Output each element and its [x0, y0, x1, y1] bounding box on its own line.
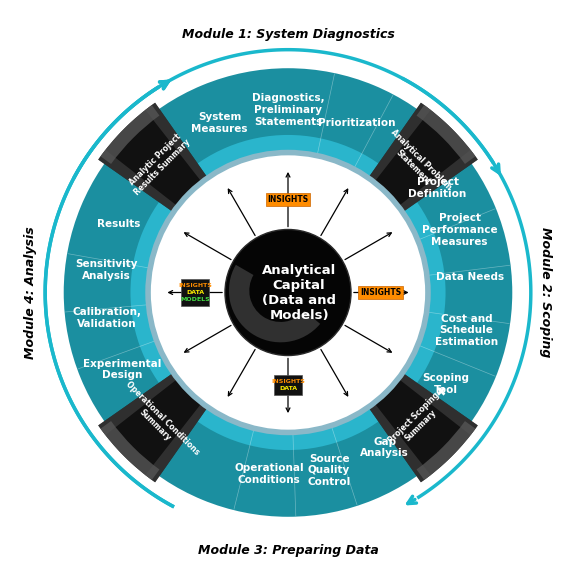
Text: Project
Performance
Measures: Project Performance Measures [422, 214, 498, 247]
Text: System
Measures: System Measures [191, 112, 248, 134]
Text: Diagnostics,
Preliminary
Statements: Diagnostics, Preliminary Statements [252, 94, 324, 126]
Text: ✖: ✖ [436, 386, 446, 398]
Text: Prioritization: Prioritization [317, 118, 395, 128]
Text: Module 3: Preparing Data: Module 3: Preparing Data [198, 543, 378, 557]
Text: Scoping
Tool: Scoping Tool [423, 373, 469, 395]
Text: Module 2: Scoping: Module 2: Scoping [539, 228, 552, 357]
Wedge shape [229, 265, 320, 342]
Wedge shape [98, 369, 211, 482]
Wedge shape [145, 398, 211, 482]
Text: INSIGHTS: INSIGHTS [360, 288, 401, 297]
Wedge shape [365, 369, 478, 482]
Text: Sensitivity
Analysis: Sensitivity Analysis [75, 260, 138, 281]
Text: Analytic Project
Results Summary: Analytic Project Results Summary [126, 130, 192, 197]
Text: Results: Results [97, 219, 141, 229]
Wedge shape [393, 150, 478, 216]
Text: MODELS: MODELS [180, 297, 210, 302]
Text: Project Scoping
Summary: Project Scoping Summary [386, 391, 448, 453]
Text: Module 1: System Diagnostics: Module 1: System Diagnostics [181, 28, 395, 42]
FancyBboxPatch shape [274, 376, 302, 395]
Wedge shape [365, 103, 478, 216]
Text: Source
Quality
Control: Source Quality Control [308, 454, 351, 487]
Wedge shape [101, 105, 160, 164]
Wedge shape [101, 421, 160, 480]
Circle shape [225, 229, 351, 356]
Wedge shape [98, 150, 183, 216]
Wedge shape [98, 369, 183, 435]
Wedge shape [416, 105, 475, 164]
Text: Gap
Analysis: Gap Analysis [361, 436, 409, 458]
Text: DATA: DATA [186, 290, 204, 295]
Text: DATA: DATA [279, 386, 297, 391]
Wedge shape [365, 103, 431, 187]
Circle shape [145, 150, 431, 435]
Wedge shape [98, 103, 211, 216]
Text: Module 4: Analysis: Module 4: Analysis [24, 226, 37, 359]
Text: Analytical
Capital
(Data and
Models): Analytical Capital (Data and Models) [262, 263, 336, 322]
Wedge shape [130, 135, 446, 450]
Text: Analytical Problem
Statement: Analytical Problem Statement [381, 128, 453, 199]
Text: INSIGHTS: INSIGHTS [267, 195, 309, 204]
FancyBboxPatch shape [181, 279, 209, 306]
Text: Data Needs: Data Needs [436, 271, 504, 281]
Wedge shape [64, 68, 512, 517]
Text: Operational
Conditions: Operational Conditions [234, 463, 304, 485]
Circle shape [151, 156, 425, 429]
Text: Experimental
Design: Experimental Design [84, 359, 162, 380]
Text: Operational Conditions
Summary: Operational Conditions Summary [116, 379, 201, 464]
Text: Calibration,
Validation: Calibration, Validation [73, 307, 142, 329]
Text: INSIGHTS: INSIGHTS [179, 283, 213, 288]
Wedge shape [416, 421, 475, 480]
Text: Project
Definition: Project Definition [408, 177, 467, 198]
Wedge shape [393, 369, 478, 435]
Text: INSIGHTS: INSIGHTS [271, 379, 305, 384]
Wedge shape [365, 398, 431, 482]
Text: Cost and
Schedule
Estimation: Cost and Schedule Estimation [435, 314, 498, 347]
Wedge shape [145, 103, 211, 187]
